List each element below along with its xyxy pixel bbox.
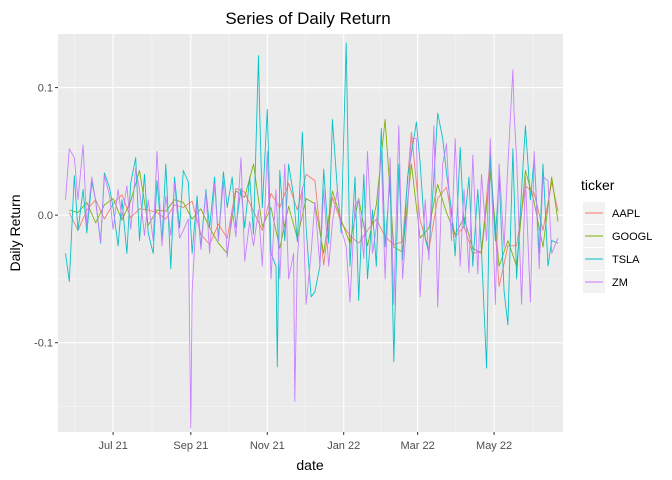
legend-item-googl: GOOGL [583,225,652,247]
legend-item-tsla: TSLA [583,248,640,270]
y-tick-label: 0.0 [38,210,53,222]
x-axis-title: date [296,457,323,473]
y-tick-label: -0.1 [34,338,53,350]
chart-title: Series of Daily Return [225,9,390,28]
legend-label: TSLA [612,254,640,266]
legend-title: ticker [581,177,615,193]
legend-label: AAPL [612,208,640,220]
legend-item-zm: ZM [583,271,628,293]
x-tick-label: May 22 [476,440,512,452]
plot-panel [58,34,563,432]
series-lines [65,42,559,429]
x-tick-label: Mar 22 [401,440,435,452]
series-line-tsla [65,42,559,369]
series-line-zm [65,69,559,429]
x-tick-label: Nov 21 [250,440,285,452]
x-tick-label: Sep 21 [173,440,208,452]
legend: ticker AAPL GOOGL TSLA ZM [581,177,652,293]
legend-label: GOOGL [612,231,652,243]
legend-item-aapl: AAPL [583,202,640,224]
x-axis-ticks: Jul 21 Sep 21 Nov 21 Jan 22 Mar 22 May 22 [98,432,512,452]
y-axis-title: Daily Return [7,194,23,271]
y-tick-label: 0.1 [38,83,53,95]
legend-items: AAPL GOOGL TSLA ZM [583,202,652,293]
minor-gridlines [58,34,563,432]
x-tick-label: Jan 22 [327,440,360,452]
x-tick-label: Jul 21 [98,440,127,452]
y-axis-ticks: 0.1 0.0 -0.1 [34,83,58,350]
legend-label: ZM [612,277,628,289]
